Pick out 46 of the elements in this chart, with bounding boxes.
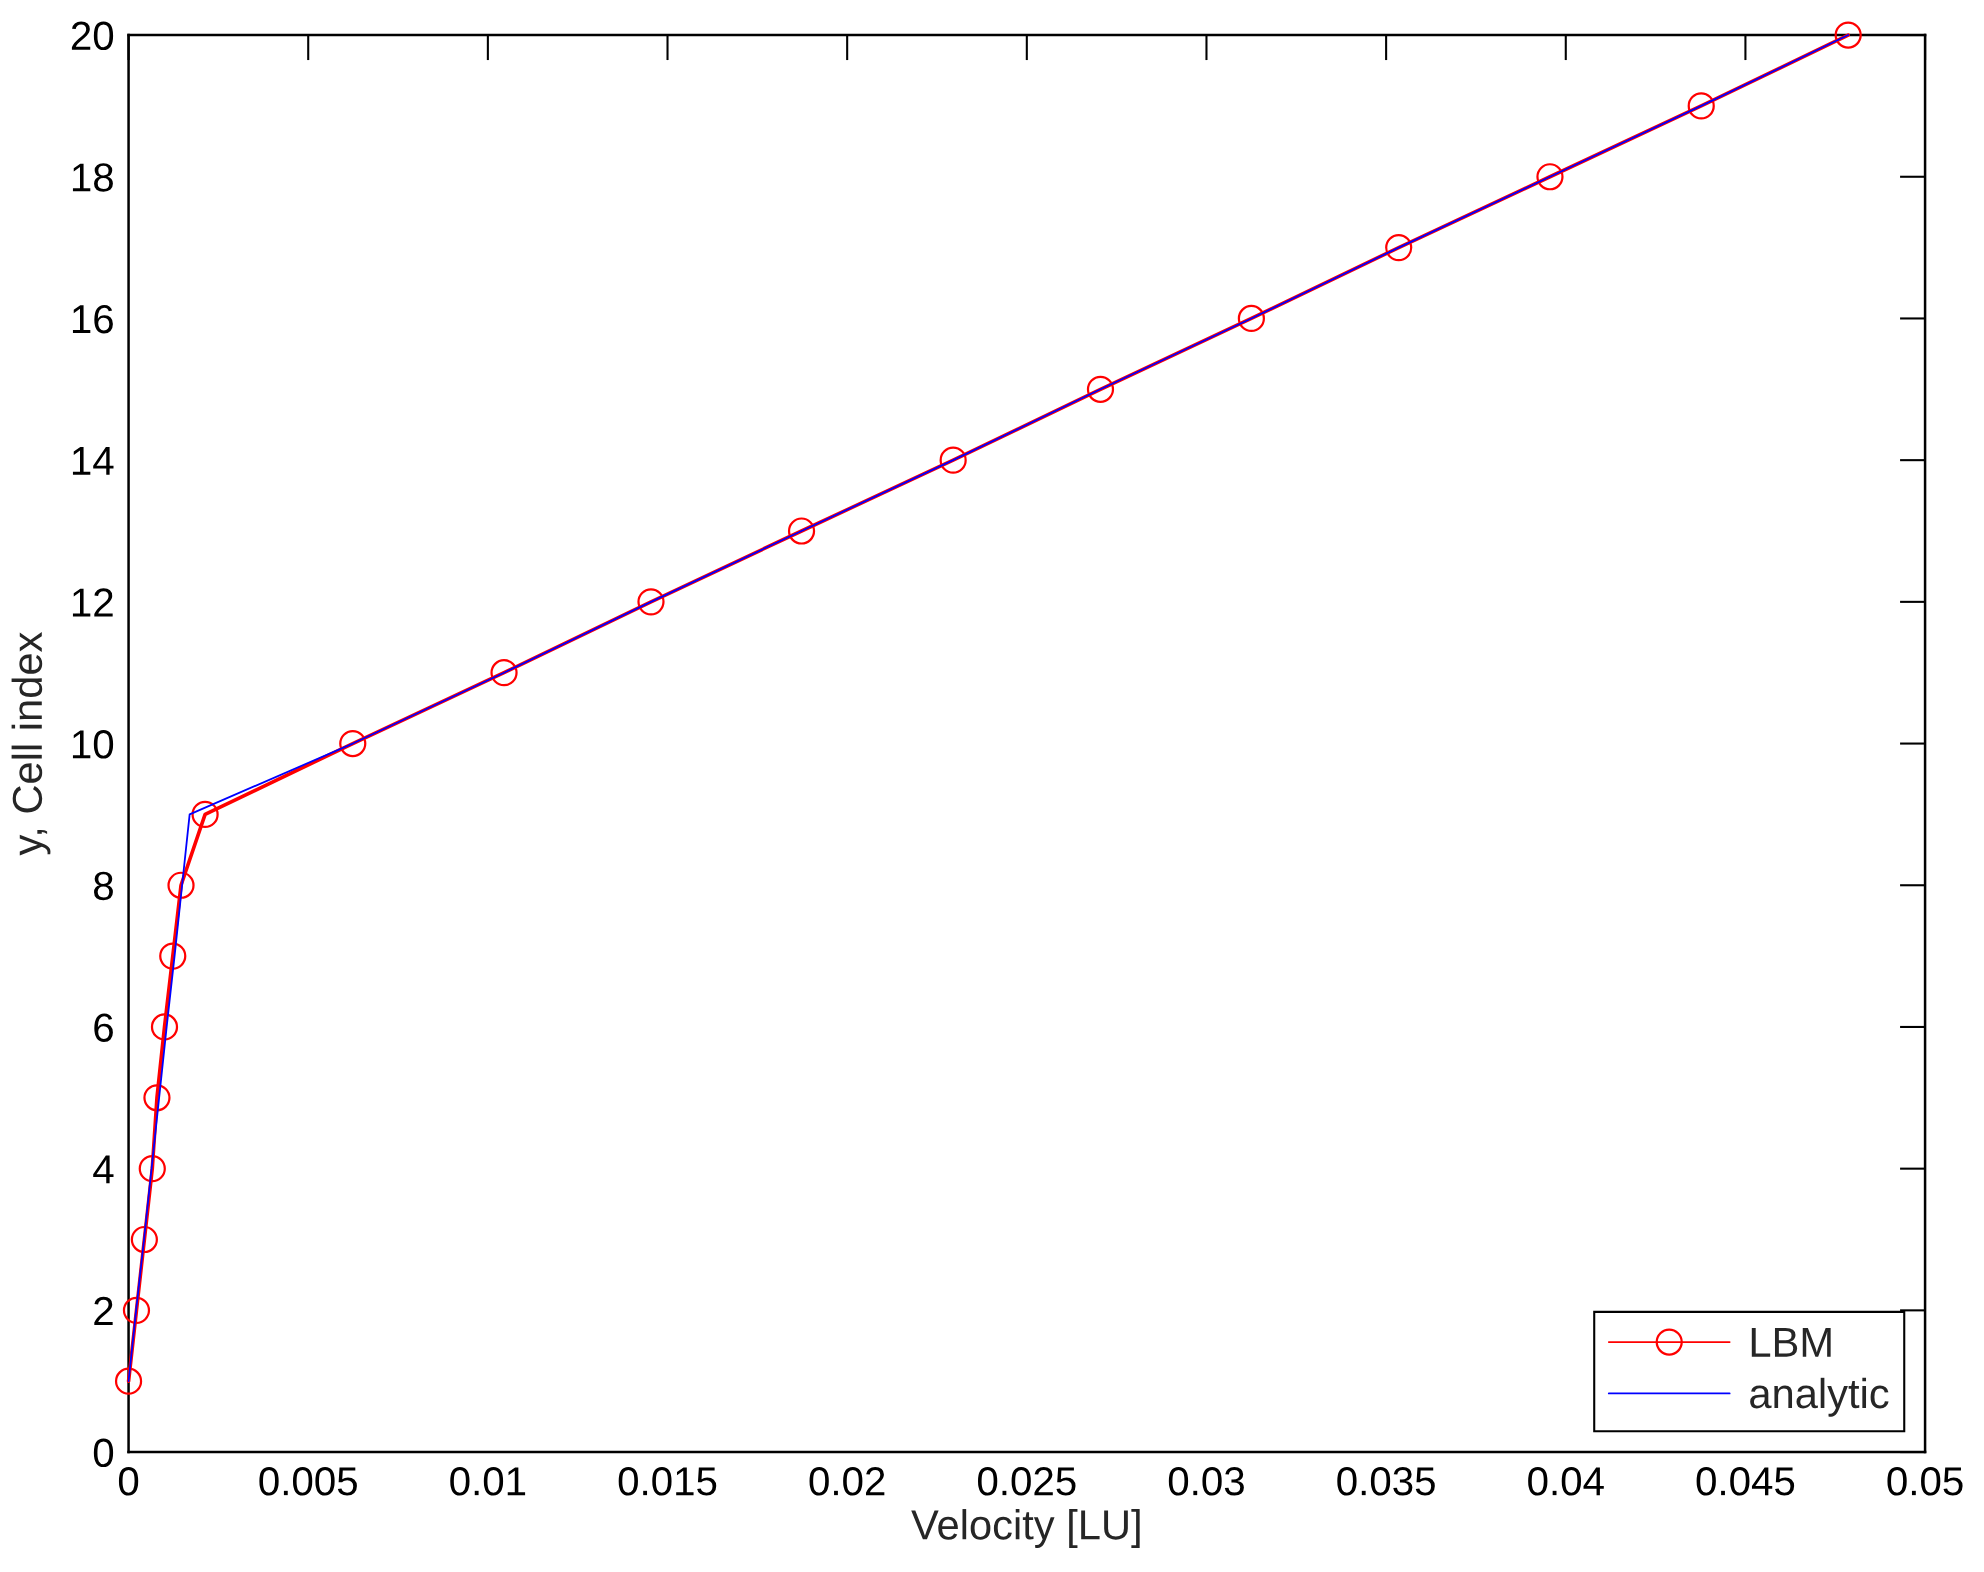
point bbox=[159, 942, 187, 970]
point bbox=[1385, 234, 1413, 262]
y-tick-label: 6 bbox=[94, 1013, 113, 1042]
point bbox=[143, 1084, 171, 1112]
y-tick-label: 12 bbox=[72, 588, 113, 617]
y-tick-label: 0 bbox=[93, 1438, 114, 1468]
x-tick-label: 0.01 bbox=[450, 1467, 526, 1496]
x-tick-label: 0.035 bbox=[1337, 1467, 1435, 1496]
point bbox=[1687, 92, 1715, 120]
y-tick-label: 20 bbox=[71, 21, 114, 51]
point bbox=[150, 1013, 179, 1041]
x-tick-label: 0.015 bbox=[618, 1467, 717, 1496]
point bbox=[1086, 375, 1115, 403]
point bbox=[167, 871, 195, 899]
y-tick-label: 18 bbox=[72, 163, 113, 192]
point bbox=[138, 1155, 166, 1183]
point bbox=[1536, 163, 1564, 191]
point bbox=[122, 1296, 151, 1324]
point bbox=[490, 659, 518, 687]
x-tick-label: 0.025 bbox=[978, 1467, 1076, 1496]
point bbox=[130, 1225, 158, 1254]
y-tick-label: 4 bbox=[93, 1155, 114, 1184]
legend-label: LBM bbox=[1751, 1327, 1831, 1357]
x-tick-label: 0.03 bbox=[1168, 1467, 1244, 1496]
y-tick-label: 2 bbox=[94, 1296, 113, 1325]
y-tick-label: 8 bbox=[94, 871, 113, 901]
point bbox=[939, 446, 967, 474]
point bbox=[114, 1367, 143, 1395]
x-axis-title: Velocity [LU] bbox=[911, 1509, 1140, 1548]
x-tick-label: 0.05 bbox=[1887, 1467, 1963, 1496]
point bbox=[1834, 21, 1862, 49]
point bbox=[1237, 304, 1265, 333]
point bbox=[637, 588, 665, 616]
point bbox=[339, 729, 367, 758]
x-tick-label: 0.04 bbox=[1528, 1467, 1604, 1496]
y-tick-label: 14 bbox=[72, 447, 114, 475]
x-tick-label: 0 bbox=[118, 1467, 139, 1496]
x-tick-label: 0.02 bbox=[809, 1467, 885, 1496]
x-tick-label: 0.045 bbox=[1696, 1467, 1795, 1496]
point bbox=[787, 517, 816, 545]
x-tick-label: 0.005 bbox=[259, 1467, 357, 1496]
y-tick-label: 16 bbox=[72, 304, 113, 334]
y-tick-label: 10 bbox=[72, 730, 114, 759]
y-axis-title: y, Cell index bbox=[11, 632, 51, 856]
legend-label: analytic bbox=[1750, 1377, 1889, 1417]
point bbox=[191, 800, 219, 829]
